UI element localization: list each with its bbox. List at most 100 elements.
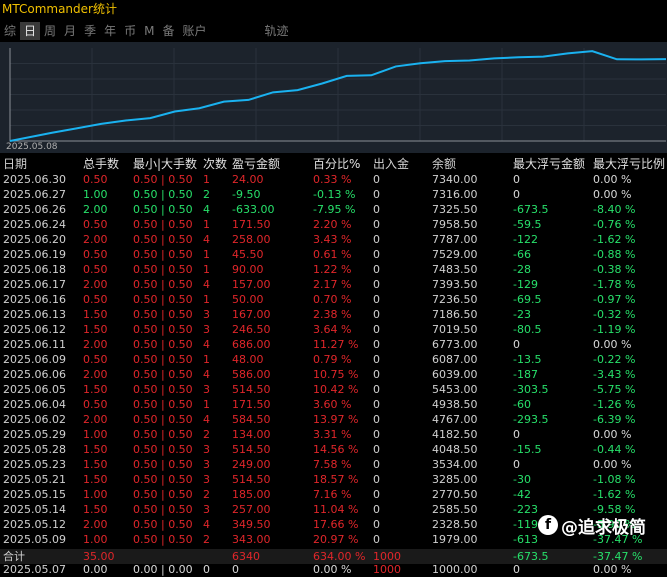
table-row[interactable]: 2025.05.23 1.50 0.50 | 0.50 3 249.00 7.58 % 0 3…	[0, 457, 667, 472]
tab-10[interactable]: 轨迹	[264, 24, 289, 38]
table-row[interactable]: 2025.05.15 1.00 0.50 | 0.50 2 185.00 7.16 % 0 2…	[0, 487, 667, 502]
table-row[interactable]: 2025.05.28 1.50 0.50 | 0.50 3 514.50 14.56 % 0…	[0, 442, 667, 457]
cell-date: 2025.06.12	[3, 323, 66, 336]
cell-count: 4	[203, 518, 210, 531]
tab-7[interactable]: M	[144, 24, 155, 38]
table-body: 2025.06.30 0.50 0.50 | 0.50 1 24.00 0.33 % 0 73…	[0, 172, 667, 577]
header-float-ratio[interactable]: 最大浮亏比例	[593, 157, 666, 171]
cell-pl: 246.50	[232, 323, 271, 336]
table-row[interactable]: 2025.05.09 1.00 0.50 | 0.50 2 343.00 20.97 % 0…	[0, 532, 667, 547]
cell-io: 0	[373, 248, 380, 261]
header-date[interactable]: 日期	[3, 157, 28, 171]
header-balance[interactable]: 余额	[432, 157, 457, 171]
cell-io: 0	[373, 413, 380, 426]
tab-5[interactable]: 年	[104, 24, 117, 38]
cell-float-pct: -5.90 %	[593, 518, 636, 531]
cell-count: 2	[203, 533, 210, 546]
cell-float-amt: -69.5	[513, 293, 542, 306]
cell-balance: 7186.50	[432, 308, 478, 321]
cell-date: 2025.06.05	[3, 383, 66, 396]
cell-balance: 1000.00	[432, 563, 478, 576]
cell-date: 2025.06.04	[3, 398, 66, 411]
cell-volume: 1.50	[83, 443, 108, 456]
table-row[interactable]: 2025.06.11 2.00 0.50 | 0.50 4 686.00 11.27 % 0…	[0, 337, 667, 352]
cell-float-amt: -13.5	[513, 353, 542, 366]
cell-pl: 514.50	[232, 473, 271, 486]
table-row[interactable]: 2025.06.06 2.00 0.50 | 0.50 4 586.00 10.75 % 0…	[0, 367, 667, 382]
tab-9[interactable]: 账户	[182, 24, 207, 38]
table-row[interactable]: 2025.06.02 2.00 0.50 | 0.50 4 584.50 13.97 % 0…	[0, 412, 667, 427]
tab-8[interactable]: 备	[162, 24, 175, 38]
cell-io: 0	[373, 203, 380, 216]
table-row[interactable]: 2025.06.26 2.00 0.50 | 0.50 4 -633.00 -7.95 %…	[0, 202, 667, 217]
table-row[interactable]: 2025.06.04 0.50 0.50 | 0.50 1 171.50 3.60 % 0 4…	[0, 397, 667, 412]
cell-minmax: 0.50 | 0.50	[133, 218, 193, 231]
header-pl[interactable]: 盈亏金额	[232, 157, 281, 171]
cell-pct: 7.16 %	[313, 488, 352, 501]
table-row[interactable]: 2025.06.20 2.00 0.50 | 0.50 4 258.00 3.43 % 0 7…	[0, 232, 667, 247]
cell-float-pct: -0.88 %	[593, 248, 636, 261]
tab-2[interactable]: 周	[44, 24, 57, 38]
watermark-text: @追求极简	[561, 517, 646, 538]
cell-count: 3	[203, 383, 210, 396]
cell-minmax: 0.50 | 0.50	[133, 518, 193, 531]
cell-date: 2025.06.17	[3, 278, 66, 291]
table-row[interactable]: 2025.06.30 0.50 0.50 | 0.50 1 24.00 0.33 % 0 73…	[0, 172, 667, 187]
cell-balance: 7316.00	[432, 188, 478, 201]
cell-pct: 10.75 %	[313, 368, 359, 381]
cell-io: 0	[373, 503, 380, 516]
cell-float-pct: -1.62 %	[593, 233, 636, 246]
table-row[interactable]: 2025.05.07 0.00 0.00 | 0.00 0 0 0.00 % 1000 100…	[0, 562, 667, 577]
table-row[interactable]: 2025.06.27 1.00 0.50 | 0.50 2 -9.50 -0.13 % 0 7…	[0, 187, 667, 202]
cell-count: 4	[203, 203, 210, 216]
cell-float-pct: -1.26 %	[593, 398, 636, 411]
header-io[interactable]: 出入金	[373, 157, 410, 171]
cell-pct: 2.38 %	[313, 308, 352, 321]
table-row[interactable]: 2025.06.12 1.50 0.50 | 0.50 3 246.50 3.64 % 0 7…	[0, 322, 667, 337]
table-row[interactable]: 2025.05.12 2.00 0.50 | 0.50 4 349.50 17.66 % 0…	[0, 517, 667, 532]
header-minmax[interactable]: 最小|大手数	[133, 157, 198, 171]
cell-date: 2025.06.24	[3, 218, 66, 231]
tab-6[interactable]: 币	[124, 24, 137, 38]
header-pct[interactable]: 百分比%	[313, 157, 361, 171]
cell-minmax: 0.00 | 0.00	[133, 563, 193, 576]
cell-minmax: 0.50 | 0.50	[133, 443, 193, 456]
table-row[interactable]: 2025.06.05 1.50 0.50 | 0.50 3 514.50 10.42 % 0…	[0, 382, 667, 397]
cell-pct: 3.31 %	[313, 428, 352, 441]
cell-float-pct: -1.08 %	[593, 473, 636, 486]
tab-1[interactable]: 日	[20, 22, 41, 40]
cell-float-pct: 0.00 %	[593, 338, 632, 351]
table-row[interactable]: 2025.06.09 0.50 0.50 | 0.50 1 48.00 0.79 % 0 60…	[0, 352, 667, 367]
cell-pl: 24.00	[232, 173, 264, 186]
table-row[interactable]: 2025.06.16 0.50 0.50 | 0.50 1 50.00 0.70 % 0 72…	[0, 292, 667, 307]
tab-3[interactable]: 月	[64, 24, 77, 38]
tab-4[interactable]: 季	[84, 24, 97, 38]
cell-pl: -9.50	[232, 188, 261, 201]
table-row[interactable]: 2025.06.19 0.50 0.50 | 0.50 1 45.50 0.61 % 0 75…	[0, 247, 667, 262]
cell-volume: 1.00	[83, 188, 108, 201]
table-row[interactable]: 2025.05.29 1.00 0.50 | 0.50 2 134.00 3.31 % 0 4…	[0, 427, 667, 442]
cell-minmax: 0.50 | 0.50	[133, 428, 193, 441]
cell-volume: 2.00	[83, 233, 108, 246]
cell-volume: 2.00	[83, 413, 108, 426]
cell-balance: 7340.00	[432, 173, 478, 186]
cell-float-amt: 0	[513, 173, 520, 186]
table-row[interactable]: 2025.06.13 1.50 0.50 | 0.50 3 167.00 2.38 % 0 7…	[0, 307, 667, 322]
cell-float-pct: -37.47 %	[593, 533, 643, 546]
table-row[interactable]: 2025.05.14 1.50 0.50 | 0.50 3 257.00 11.04 % 0…	[0, 502, 667, 517]
cell-float-pct: -0.38 %	[593, 263, 636, 276]
header-float-amount[interactable]: 最大浮亏金额	[513, 157, 586, 171]
cell-minmax: 0.50 | 0.50	[133, 293, 193, 306]
table-row[interactable]: 2025.06.17 2.00 0.50 | 0.50 4 157.00 2.17 % 0 7…	[0, 277, 667, 292]
cell-volume: 1.50	[83, 503, 108, 516]
tab-0[interactable]: 综	[4, 24, 17, 38]
header-volume[interactable]: 总手数	[83, 157, 120, 171]
total-label: 合计	[3, 550, 25, 563]
table-row[interactable]: 2025.06.18 0.50 0.50 | 0.50 1 90.00 1.22 % 0 74…	[0, 262, 667, 277]
cell-count: 4	[203, 413, 210, 426]
table-row[interactable]: 2025.05.21 1.50 0.50 | 0.50 3 514.50 18.57 % 0…	[0, 472, 667, 487]
header-count[interactable]: 次数	[203, 157, 228, 171]
cell-float-amt: -129	[513, 278, 538, 291]
table-row[interactable]: 2025.06.24 0.50 0.50 | 0.50 1 171.50 2.20 % 0 7…	[0, 217, 667, 232]
cell-date: 2025.05.15	[3, 488, 66, 501]
